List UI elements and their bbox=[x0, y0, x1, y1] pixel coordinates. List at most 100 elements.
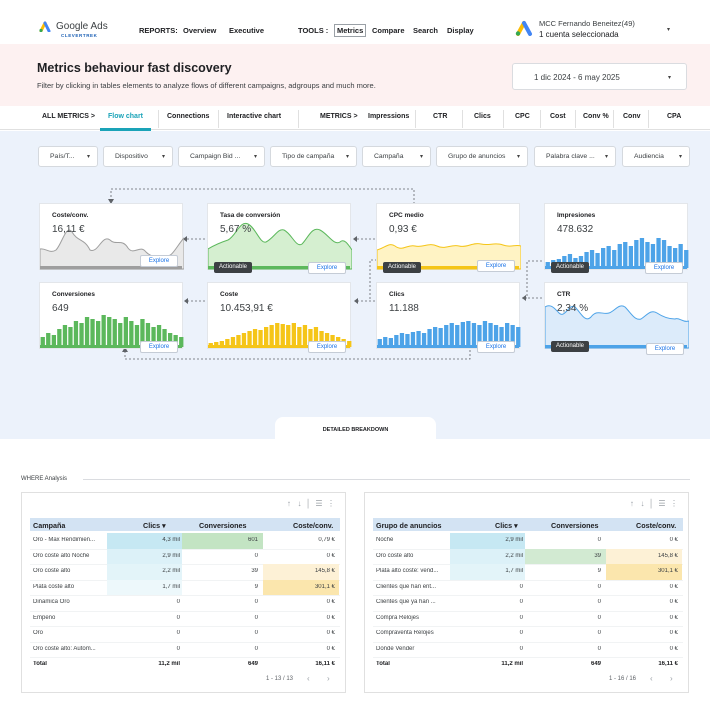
explore-button[interactable]: Explore bbox=[646, 343, 684, 355]
spark-bar bbox=[410, 332, 416, 347]
table-total-cell: 11,2 mil bbox=[158, 661, 180, 667]
col-conversions[interactable]: Conversiones bbox=[551, 521, 599, 530]
filter-ad-group[interactable]: Grupo de anuncios ▾ bbox=[436, 146, 528, 167]
filter-audience[interactable]: Audiencia ▾ bbox=[622, 146, 690, 167]
card-conversion-rate[interactable]: Tasa de conversión 5,67 % Actionable Exp… bbox=[207, 203, 352, 274]
account-name[interactable]: MCC Fernando Beneitez(49) bbox=[539, 19, 635, 28]
date-range-picker[interactable]: 1 dic 2024 - 6 may 2025 ▾ bbox=[512, 63, 687, 90]
explore-button[interactable]: Explore bbox=[140, 255, 178, 267]
sparkline-conversion-rate bbox=[208, 222, 352, 270]
table-cell[interactable]: Oro coste alto bbox=[376, 552, 414, 559]
metric-conv-rate[interactable]: Conv % bbox=[583, 113, 609, 120]
spark-bar bbox=[612, 250, 617, 268]
table-cell[interactable]: Oro - Max Rendimien... bbox=[33, 537, 96, 543]
divider bbox=[575, 110, 576, 128]
nav-overview[interactable]: Overview bbox=[183, 26, 217, 35]
spark-bar bbox=[347, 341, 352, 347]
card-cost-per-conv[interactable]: Coste/conv. 16,11 € Explore bbox=[39, 203, 184, 270]
tab-active-indicator bbox=[100, 128, 151, 131]
detailed-breakdown-tab[interactable]: DETAILED BREAKDOWN bbox=[275, 417, 436, 441]
prev-page-icon[interactable]: ‹ bbox=[650, 674, 653, 683]
col-cost-per-conv[interactable]: Coste/conv. bbox=[293, 521, 334, 530]
filter-campaign-type[interactable]: Tipo de campaña ▾ bbox=[270, 146, 357, 167]
tab-flow-chart[interactable]: Flow chart bbox=[108, 113, 144, 120]
more-options-icon[interactable]: ⋮ bbox=[670, 499, 678, 508]
table-cell[interactable]: Compra Relojes bbox=[376, 614, 420, 621]
col-conversions[interactable]: Conversiones bbox=[199, 521, 247, 530]
table-cell[interactable]: Empeño bbox=[33, 614, 56, 621]
card-avg-cpc[interactable]: CPC medio 0,93 € Actionable Explore bbox=[376, 203, 521, 273]
tab-connections[interactable]: Connections bbox=[167, 113, 210, 120]
metric-impressions[interactable]: Impressions bbox=[368, 113, 410, 120]
nav-search[interactable]: Search bbox=[413, 26, 439, 35]
card-clicks[interactable]: Clics 11.188 Explore bbox=[376, 282, 521, 353]
table-toolbar: ↑ ↓ │ ☰ ⋮ bbox=[286, 499, 335, 508]
next-page-icon[interactable]: › bbox=[670, 674, 673, 683]
table-cell[interactable]: Oro coste alto bbox=[33, 568, 71, 574]
filter-icon[interactable]: ☰ bbox=[315, 499, 323, 508]
metric-ctr[interactable]: CTR bbox=[433, 113, 448, 120]
card-label: Impresiones bbox=[557, 212, 596, 219]
heat-cell bbox=[606, 548, 682, 564]
metric-conv[interactable]: Conv bbox=[623, 113, 641, 120]
filter-campaign[interactable]: Campaña ▾ bbox=[362, 146, 431, 167]
sort-up-icon[interactable]: ↑ bbox=[629, 499, 634, 508]
explore-button[interactable]: Explore bbox=[308, 341, 346, 353]
card-impressions[interactable]: Impresiones 478.632 Actionable Explore bbox=[544, 203, 689, 274]
metric-cpc[interactable]: CPC bbox=[515, 113, 530, 120]
spark-bar bbox=[286, 325, 291, 347]
sort-down-icon[interactable]: ↓ bbox=[297, 499, 302, 508]
nav-metrics[interactable]: Metrics bbox=[334, 24, 367, 37]
col-clicks[interactable]: Clics ▾ bbox=[495, 521, 518, 530]
table-cell[interactable]: Dinamica Oro bbox=[33, 599, 70, 605]
nav-display[interactable]: Display bbox=[447, 26, 474, 35]
spark-bar bbox=[673, 248, 678, 268]
card-cost[interactable]: Coste 10.453,91 € Explore bbox=[207, 282, 352, 353]
table-cell[interactable]: Oro coste alto Noche bbox=[33, 552, 90, 559]
sort-down-icon[interactable]: ↓ bbox=[640, 499, 645, 508]
explore-button[interactable]: Explore bbox=[140, 341, 178, 353]
row-divider bbox=[30, 626, 340, 627]
card-conversions[interactable]: Conversiones 649 Explore bbox=[39, 282, 184, 353]
metric-cost[interactable]: Cost bbox=[550, 113, 566, 120]
filter-bid-strategy[interactable]: Campaign Bid ... ▾ bbox=[178, 146, 265, 167]
table-cell[interactable]: Donde Vender bbox=[376, 645, 415, 652]
account-chevron-down-icon[interactable]: ▾ bbox=[667, 27, 671, 33]
sort-up-icon[interactable]: ↑ bbox=[286, 499, 291, 508]
nav-executive[interactable]: Executive bbox=[229, 26, 265, 35]
more-options-icon[interactable]: ⋮ bbox=[327, 499, 335, 508]
heat-cell bbox=[107, 533, 182, 549]
divider bbox=[648, 110, 649, 128]
explore-button[interactable]: Explore bbox=[477, 260, 515, 272]
explore-button[interactable]: Explore bbox=[477, 341, 515, 353]
nav-compare[interactable]: Compare bbox=[372, 26, 405, 35]
table-cell[interactable]: Compraventa Relojes bbox=[376, 630, 434, 636]
filter-keyword[interactable]: Palabra clave ... ▾ bbox=[534, 146, 616, 167]
spark-bar bbox=[57, 329, 62, 347]
metric-cpa[interactable]: CPA bbox=[667, 113, 682, 120]
card-ctr[interactable]: CTR 2,34 % Actionable Explore bbox=[544, 282, 689, 355]
table-cell[interactable]: Noche bbox=[376, 537, 394, 543]
filter-device[interactable]: Dispositivo ▾ bbox=[103, 146, 173, 167]
filter-icon[interactable]: ☰ bbox=[658, 499, 666, 508]
col-campaign[interactable]: Campaña bbox=[33, 521, 66, 530]
table-cell[interactable]: Oro bbox=[33, 630, 44, 636]
col-cost-per-conv[interactable]: Coste/conv. bbox=[636, 521, 677, 530]
table-cell: 0 € bbox=[326, 630, 335, 636]
table-cell[interactable]: Clientes que han ent... bbox=[376, 583, 437, 590]
spark-bar bbox=[510, 325, 515, 347]
table-cell[interactable]: Oro coste alto: Autom... bbox=[33, 645, 96, 652]
next-page-icon[interactable]: › bbox=[327, 674, 330, 683]
explore-button[interactable]: Explore bbox=[308, 262, 346, 274]
table-cell[interactable]: Plata coste alto bbox=[33, 583, 75, 590]
prev-page-icon[interactable]: ‹ bbox=[307, 674, 310, 683]
filter-country[interactable]: País/T... ▾ bbox=[38, 146, 98, 167]
metric-clics[interactable]: Clics bbox=[474, 113, 491, 120]
divider bbox=[540, 110, 541, 128]
tab-interactive-chart[interactable]: Interactive chart bbox=[227, 113, 282, 120]
col-ad-group[interactable]: Grupo de anuncios bbox=[376, 521, 442, 530]
explore-button[interactable]: Explore bbox=[645, 262, 683, 274]
col-clicks[interactable]: Clics ▾ bbox=[143, 521, 166, 530]
table-cell[interactable]: Plata alto coste: vend... bbox=[376, 568, 439, 574]
table-cell[interactable]: Clientes que ya han ... bbox=[376, 599, 436, 605]
